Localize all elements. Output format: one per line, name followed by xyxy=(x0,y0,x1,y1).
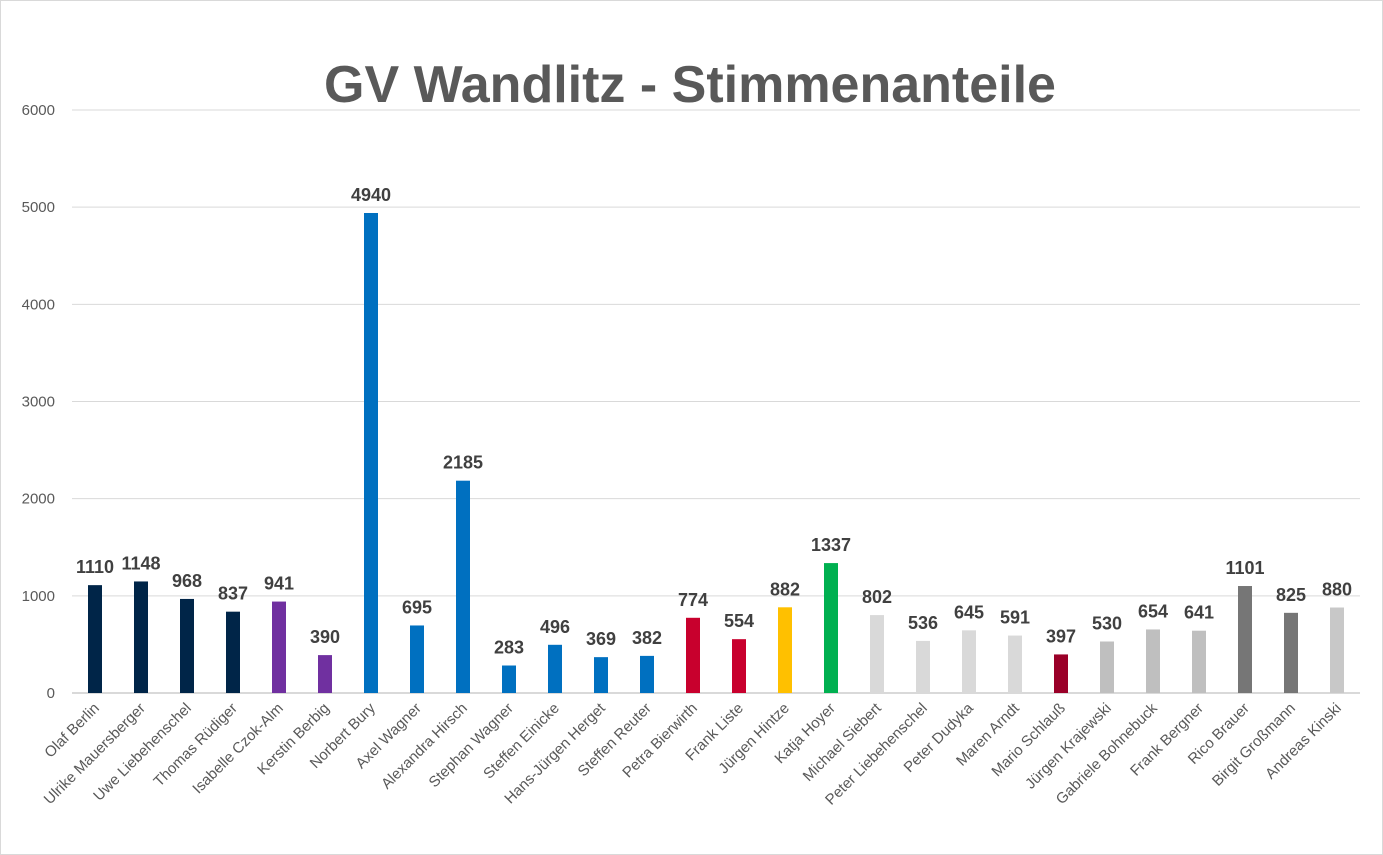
y-tick-label: 0 xyxy=(47,685,55,702)
data-label: 536 xyxy=(908,613,938,633)
bar xyxy=(88,585,102,693)
data-label: 496 xyxy=(540,617,570,637)
bar xyxy=(686,617,700,693)
bar xyxy=(824,563,838,693)
data-label: 774 xyxy=(678,590,708,610)
y-tick-label: 3000 xyxy=(22,394,55,411)
bar xyxy=(640,655,654,693)
bar xyxy=(1284,612,1298,693)
x-tick-label: Thomas Rüdiger xyxy=(150,700,240,790)
y-tick-label: 4000 xyxy=(22,296,55,313)
data-label: 882 xyxy=(770,579,800,599)
bar xyxy=(778,607,792,693)
bar xyxy=(1146,629,1160,693)
data-label: 837 xyxy=(218,584,248,604)
bar xyxy=(1330,607,1344,693)
data-label: 968 xyxy=(172,571,202,591)
data-label: 390 xyxy=(310,627,340,647)
y-tick-label: 1000 xyxy=(22,588,55,605)
data-label: 654 xyxy=(1138,601,1168,621)
data-label: 2185 xyxy=(443,453,483,473)
data-label: 369 xyxy=(586,629,616,649)
data-label: 695 xyxy=(402,597,432,617)
data-label: 645 xyxy=(954,602,984,622)
data-label: 880 xyxy=(1322,579,1352,599)
data-label: 554 xyxy=(724,611,754,631)
bar xyxy=(1100,641,1114,693)
bar xyxy=(502,665,516,693)
x-tick-label: Michael Siebert xyxy=(800,699,886,785)
data-label: 382 xyxy=(632,628,662,648)
y-tick-label: 6000 xyxy=(22,102,55,119)
bar xyxy=(732,639,746,693)
bar xyxy=(318,655,332,693)
data-label: 397 xyxy=(1046,626,1076,646)
data-label: 591 xyxy=(1000,608,1030,628)
y-tick-label: 2000 xyxy=(22,491,55,508)
chart-title: GV Wandlitz - Stimmenanteile xyxy=(324,56,1056,114)
data-label: 641 xyxy=(1184,603,1214,623)
bar xyxy=(962,630,976,693)
data-label: 530 xyxy=(1092,614,1122,634)
data-label: 283 xyxy=(494,638,524,658)
bar xyxy=(1008,635,1022,693)
bar xyxy=(1238,586,1252,693)
data-label: 941 xyxy=(264,574,294,594)
bar xyxy=(410,625,424,693)
bar xyxy=(180,598,194,693)
data-label: 1337 xyxy=(811,535,851,555)
data-label: 1110 xyxy=(76,557,114,577)
bar xyxy=(594,657,608,693)
x-tick-label: Stephan Wagner xyxy=(426,700,517,791)
data-label: 825 xyxy=(1276,585,1306,605)
data-label: 1148 xyxy=(121,553,160,573)
bar xyxy=(134,581,148,693)
data-label: 1101 xyxy=(1225,558,1264,578)
bar xyxy=(364,212,378,693)
bar xyxy=(548,644,562,693)
bar xyxy=(1192,630,1206,693)
x-tick-label: Alexandra Hirsch xyxy=(378,700,471,793)
data-label: 802 xyxy=(862,587,892,607)
bar xyxy=(272,601,286,693)
bar xyxy=(916,640,930,693)
bar xyxy=(870,615,884,693)
x-tick-label: Birgit Großmann xyxy=(1209,700,1299,790)
bar xyxy=(1054,654,1068,693)
bar xyxy=(226,611,240,693)
y-tick-label: 5000 xyxy=(22,199,55,216)
x-tick-label: Jürgen Krajewski xyxy=(1022,700,1115,793)
data-label: 4940 xyxy=(351,185,391,205)
bar xyxy=(456,480,470,693)
